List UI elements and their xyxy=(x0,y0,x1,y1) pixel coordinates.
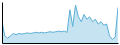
x-axis xyxy=(3,43,119,44)
area-fill xyxy=(2,5,118,43)
plot-area xyxy=(2,3,119,44)
y-axis xyxy=(2,3,3,44)
x-axis-line xyxy=(3,43,119,44)
chart xyxy=(0,0,120,45)
marks xyxy=(2,5,118,43)
y-axis-line xyxy=(2,3,3,44)
area-line xyxy=(2,5,118,39)
